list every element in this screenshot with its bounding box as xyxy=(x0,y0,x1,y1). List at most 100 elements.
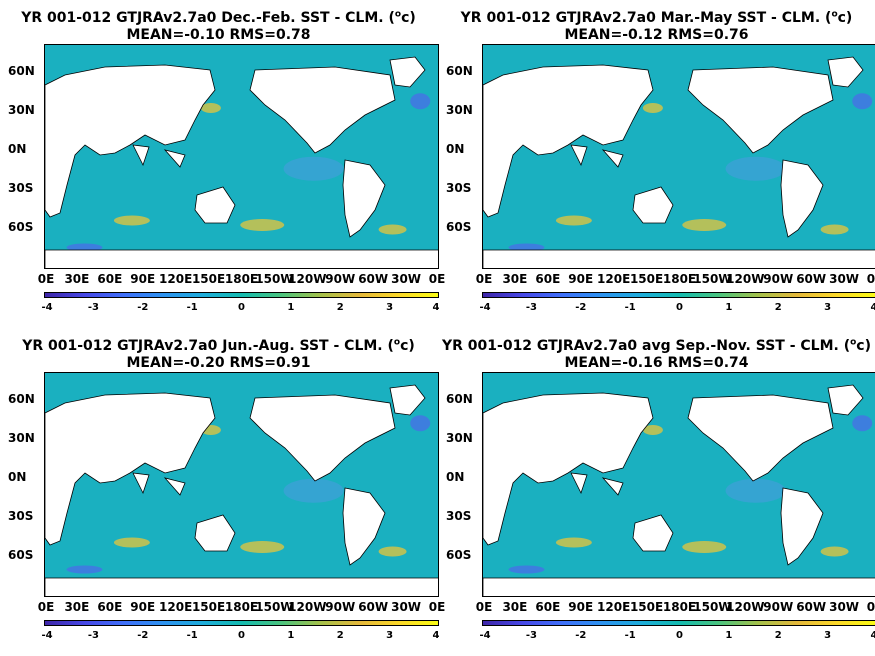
panel-stats: MEAN=-0.20 RMS=0.91 xyxy=(126,355,311,371)
anomaly-patch xyxy=(642,103,663,113)
lat-tick-label: 60N xyxy=(446,392,473,406)
anomaly-patch xyxy=(66,565,103,574)
lat-tick-label: 0N xyxy=(446,470,465,484)
colorbar-tick-label: -3 xyxy=(87,630,99,641)
colorbar-tick-label: -2 xyxy=(575,630,587,641)
lat-tick-label: 30S xyxy=(446,509,472,523)
lon-tick-label: 150E xyxy=(191,272,226,286)
lon-tick-label: 90W xyxy=(763,600,794,614)
landmass xyxy=(827,384,864,416)
anomaly-patch xyxy=(852,415,873,432)
anomaly-patch xyxy=(725,156,786,181)
colorbar-tick-label: -3 xyxy=(525,302,537,313)
landmass xyxy=(632,514,674,552)
lat-tick-label: 60N xyxy=(8,392,35,406)
lon-tick-label: 0E xyxy=(866,272,875,286)
landmass xyxy=(194,514,236,552)
lat-tick-label: 0N xyxy=(446,142,465,156)
lat-tick-label: 60S xyxy=(8,548,34,562)
anomaly-patch xyxy=(555,537,592,548)
landmass xyxy=(687,66,834,154)
lon-tick-label: 60W xyxy=(358,272,389,286)
lon-tick-label: 90W xyxy=(325,272,356,286)
lat-tick-label: 30N xyxy=(8,431,35,445)
landmass xyxy=(483,392,654,546)
lat-tick-label: 30N xyxy=(8,103,35,117)
colorbar-tick-label: 1 xyxy=(287,630,295,641)
lat-tick-label: 0N xyxy=(8,142,27,156)
sst-anomaly-map xyxy=(482,44,875,269)
lon-tick-label: 180E xyxy=(224,272,259,286)
map-canvas xyxy=(45,384,438,596)
anomaly-patch xyxy=(410,93,431,110)
sst-anomaly-map xyxy=(44,372,439,597)
landmass xyxy=(827,56,864,88)
anomaly-patch xyxy=(642,425,663,435)
landmass xyxy=(194,186,236,224)
colorbar xyxy=(482,292,875,298)
map-panel-jja: YR 001-012 GTJRAv2.7a0 Jun.-Aug. SST - C… xyxy=(0,328,445,656)
anomaly-patch xyxy=(378,546,407,557)
landmass xyxy=(687,394,834,482)
lon-tick-label: 120W xyxy=(726,272,765,286)
colorbar-tick-label: 1 xyxy=(287,302,295,313)
lon-tick-label: 60W xyxy=(358,600,389,614)
landmass xyxy=(632,186,674,224)
panel-title: YR 001-012 GTJRAv2.7a0 Jun.-Aug. SST - C… xyxy=(22,337,415,354)
colorbar-tick-label: -1 xyxy=(186,630,198,641)
landmass xyxy=(45,249,438,268)
lon-tick-label: 30E xyxy=(64,272,90,286)
anomaly-patch xyxy=(820,546,849,557)
map-canvas xyxy=(483,384,875,596)
lon-tick-label: 90E xyxy=(130,272,156,286)
colorbar-tick-label: 3 xyxy=(386,302,394,313)
anomaly-patch xyxy=(682,541,727,553)
colorbar-tick-label: 4 xyxy=(870,630,875,641)
landmass xyxy=(389,56,426,88)
colorbar xyxy=(44,620,439,626)
colorbar-tick-label: 1 xyxy=(725,302,733,313)
lon-tick-label: 90W xyxy=(763,272,794,286)
colorbar-tick-label: -4 xyxy=(41,630,53,641)
lat-tick-label: 30N xyxy=(446,431,473,445)
lon-tick-label: 180E xyxy=(662,272,697,286)
lon-tick-label: 150W xyxy=(693,272,732,286)
lon-tick-label: 120W xyxy=(726,600,765,614)
lon-tick-label: 30W xyxy=(391,600,422,614)
anomaly-patch xyxy=(725,478,786,503)
colorbar-tick-label: -2 xyxy=(137,630,149,641)
landmass xyxy=(342,487,386,566)
lon-tick-label: 90E xyxy=(130,600,156,614)
lon-tick-label: 90W xyxy=(325,600,356,614)
lon-tick-label: 60E xyxy=(97,272,123,286)
lon-tick-label: 150E xyxy=(191,600,226,614)
lon-tick-label: 150W xyxy=(255,272,294,286)
lat-tick-label: 30S xyxy=(8,181,34,195)
colorbar-tick-label: 1 xyxy=(725,630,733,641)
lon-tick-label: 120E xyxy=(597,600,631,614)
lat-tick-label: 30N xyxy=(446,103,473,117)
panel-title: YR 001-012 GTJRAv2.7a0 Mar.-May SST - CL… xyxy=(460,9,853,26)
landmass xyxy=(132,144,186,168)
colorbar-tick-label: 4 xyxy=(432,630,440,641)
anomaly-patch xyxy=(283,156,344,181)
panel-stats: MEAN=-0.16 RMS=0.74 xyxy=(564,355,749,371)
anomaly-patch xyxy=(508,565,545,574)
lon-tick-label: 60W xyxy=(796,272,827,286)
lon-tick-label: 0E xyxy=(37,272,55,286)
anomaly-patch xyxy=(283,478,344,503)
lon-tick-label: 60W xyxy=(796,600,827,614)
map-canvas xyxy=(483,56,875,268)
landmass xyxy=(483,577,875,596)
colorbar-tick-label: -1 xyxy=(624,302,636,313)
lat-tick-label: 60S xyxy=(446,220,472,234)
anomaly-patch xyxy=(113,537,150,548)
map-panel-son: YR 001-012 GTJRAv2.7a0 avg Sep.-Nov. SST… xyxy=(438,328,875,656)
colorbar-tick-label: 3 xyxy=(386,630,394,641)
landmass xyxy=(132,472,186,496)
lon-tick-label: 90E xyxy=(568,272,594,286)
panel-stats: MEAN=-0.10 RMS=0.78 xyxy=(126,27,311,43)
lon-tick-label: 0E xyxy=(428,600,446,614)
anomaly-patch xyxy=(200,103,221,113)
lat-tick-label: 60S xyxy=(8,220,34,234)
